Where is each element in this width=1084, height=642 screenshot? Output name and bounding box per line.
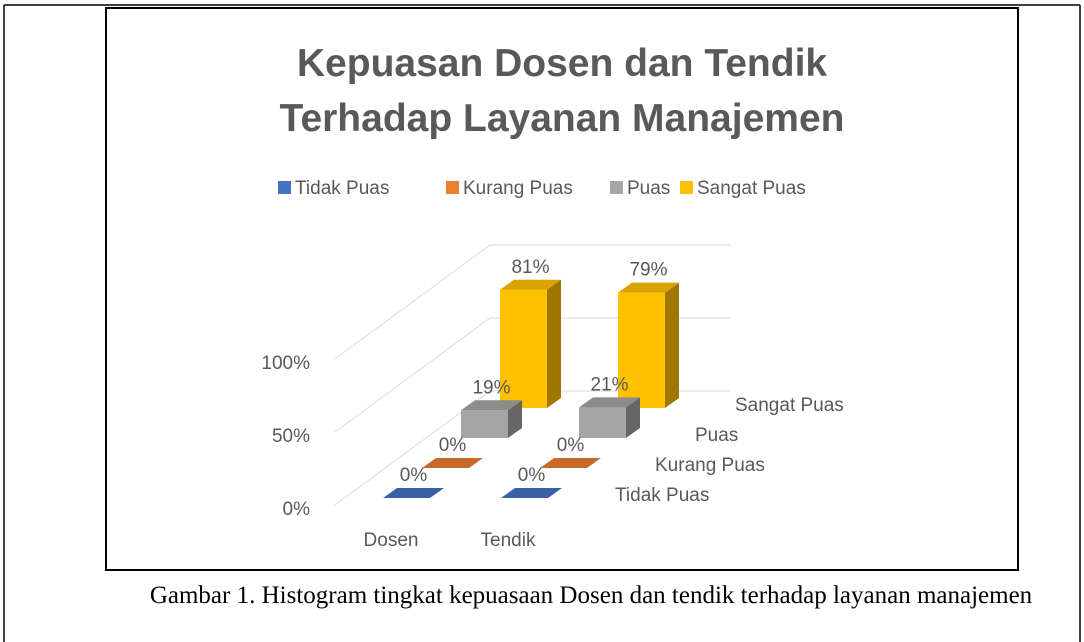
bar	[500, 289, 547, 408]
depth-axis-label: Tidak Puas	[615, 485, 709, 506]
legend-swatch	[278, 181, 291, 194]
legend-swatch	[680, 181, 693, 194]
chart-title: Kepuasan Dosen dan Tendik Terhadap Layan…	[279, 42, 845, 140]
depth-axis-label: Sangat Puas	[735, 395, 844, 416]
bar	[579, 407, 626, 438]
data-label: 0%	[439, 435, 467, 456]
bar-side	[626, 397, 640, 438]
y-tick-label: 100%	[261, 353, 310, 374]
figure-caption: Gambar 1. Histogram tingkat kepuasaan Do…	[149, 582, 1033, 609]
legend-label: Kurang Puas	[463, 178, 573, 199]
data-label: 0%	[518, 465, 546, 486]
legend-label: Tidak Puas	[295, 178, 389, 199]
x-tick-label: Tendik	[481, 530, 536, 551]
bar-side	[665, 282, 679, 408]
grid-line	[334, 244, 730, 360]
bar-top	[383, 488, 444, 498]
data-label: 21%	[590, 374, 628, 395]
legend-label: Puas	[627, 178, 670, 199]
legend-swatch	[446, 181, 459, 194]
x-tick-label: Dosen	[364, 530, 419, 551]
bar	[618, 292, 665, 408]
y-tick-label: 0%	[283, 499, 311, 520]
bar-top	[618, 282, 679, 293]
data-label: 0%	[557, 435, 585, 456]
data-label: 19%	[472, 377, 510, 398]
data-label: 79%	[629, 260, 667, 281]
legend-swatch	[610, 181, 623, 194]
bar-top	[540, 458, 601, 468]
data-label: 81%	[511, 257, 549, 278]
bar-top	[422, 458, 483, 468]
bar-top	[579, 397, 640, 408]
legend-label: Sangat Puas	[697, 178, 806, 199]
bar-side	[547, 279, 561, 408]
data-label: 0%	[400, 465, 428, 486]
bar-side	[508, 400, 522, 438]
bar-top	[461, 400, 522, 411]
bar-top	[501, 488, 562, 498]
bar	[461, 410, 508, 438]
y-tick-label: 50%	[272, 426, 310, 447]
bar-top	[500, 279, 561, 290]
depth-axis-label: Puas	[695, 425, 738, 446]
depth-axis-label: Kurang Puas	[655, 455, 765, 476]
chart-border	[105, 7, 1019, 571]
